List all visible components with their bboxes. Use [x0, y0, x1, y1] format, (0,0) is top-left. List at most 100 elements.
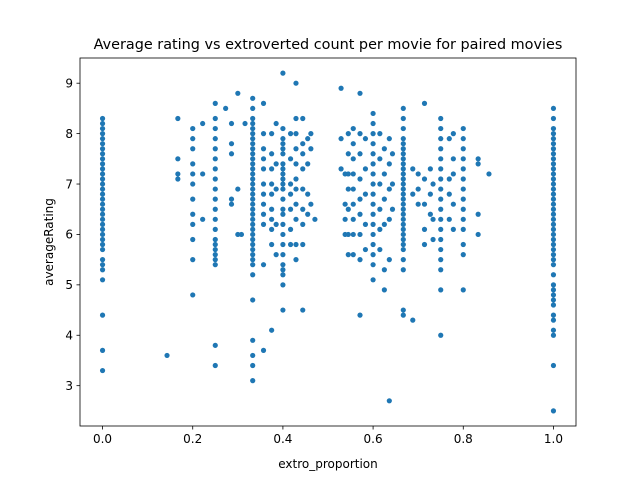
data-point	[250, 257, 256, 263]
y-axis-ticks: 3 4 5 6 7 8 9	[65, 77, 80, 393]
data-point	[308, 131, 314, 137]
data-point	[421, 226, 428, 232]
data-point	[400, 246, 406, 253]
data-point	[438, 115, 444, 122]
data-point	[269, 191, 275, 197]
data-point	[260, 201, 267, 207]
data-point	[460, 176, 466, 182]
data-point	[550, 115, 557, 122]
data-point	[400, 191, 406, 197]
data-point	[228, 141, 235, 147]
data-point	[438, 125, 444, 132]
data-point	[386, 186, 392, 192]
data-point	[415, 171, 421, 177]
data-point	[415, 186, 421, 192]
data-point	[250, 156, 256, 162]
data-point	[370, 141, 376, 147]
data-point	[400, 236, 406, 243]
data-point	[400, 166, 406, 172]
data-point	[381, 221, 387, 227]
data-point	[250, 136, 256, 142]
data-point	[312, 216, 318, 222]
data-point	[250, 166, 256, 172]
data-point	[287, 156, 294, 162]
data-point	[190, 146, 196, 152]
data-point	[370, 181, 376, 187]
data-point	[370, 131, 376, 137]
data-point	[550, 362, 557, 369]
y-tick-label: 7	[65, 177, 73, 191]
data-point	[446, 191, 452, 197]
data-point	[280, 231, 286, 238]
data-point	[212, 241, 218, 248]
data-point	[250, 191, 256, 197]
data-point	[260, 131, 267, 137]
data-point	[460, 287, 466, 293]
data-point	[342, 216, 348, 222]
data-point	[550, 332, 557, 338]
data-point	[99, 136, 106, 142]
data-point	[438, 196, 444, 202]
data-point	[269, 131, 275, 137]
data-point	[400, 176, 406, 182]
data-point	[250, 231, 256, 238]
data-point	[190, 211, 196, 217]
data-point	[260, 262, 267, 268]
data-point	[228, 120, 235, 127]
data-point	[400, 171, 406, 177]
data-point	[175, 171, 181, 177]
data-point	[415, 201, 421, 207]
data-point	[400, 125, 406, 132]
data-point	[250, 201, 256, 207]
data-point	[357, 131, 363, 137]
data-point	[400, 186, 406, 192]
data-point	[273, 252, 279, 258]
data-point	[400, 231, 406, 238]
data-point	[250, 252, 256, 258]
data-point	[190, 171, 196, 177]
data-point	[550, 156, 557, 162]
data-point	[287, 226, 294, 232]
data-point	[260, 347, 267, 353]
data-point	[446, 216, 452, 222]
data-point	[250, 236, 256, 243]
data-point	[460, 216, 466, 222]
data-point	[293, 186, 299, 192]
plot-frame	[79, 57, 577, 427]
data-point	[377, 131, 383, 137]
data-point	[438, 216, 444, 222]
data-point	[190, 236, 196, 243]
data-point	[486, 171, 492, 177]
data-point	[300, 221, 306, 227]
data-point	[212, 362, 218, 369]
data-point	[381, 146, 387, 152]
data-point	[350, 156, 356, 162]
data-point	[235, 90, 241, 96]
data-point	[280, 221, 286, 227]
data-point	[381, 196, 387, 202]
data-point	[99, 161, 106, 167]
data-point	[260, 146, 267, 152]
data-point	[550, 171, 557, 177]
data-point	[460, 252, 466, 258]
data-point	[386, 136, 392, 142]
data-point	[475, 161, 481, 167]
data-point	[400, 141, 406, 147]
data-point	[550, 166, 557, 172]
data-point	[280, 307, 286, 313]
data-point	[370, 211, 376, 217]
x-axis-ticks: 0.0 0.2 0.4 0.6 0.8 1.0	[93, 426, 563, 446]
data-point	[550, 211, 557, 217]
data-point	[430, 181, 436, 187]
data-point	[190, 125, 196, 132]
data-point	[438, 166, 444, 172]
data-point	[212, 115, 218, 122]
data-point	[287, 181, 294, 187]
data-point	[269, 151, 275, 157]
data-point	[99, 257, 106, 263]
data-point	[550, 302, 557, 308]
data-point	[460, 196, 466, 202]
data-point	[350, 252, 356, 258]
data-point	[370, 262, 376, 268]
